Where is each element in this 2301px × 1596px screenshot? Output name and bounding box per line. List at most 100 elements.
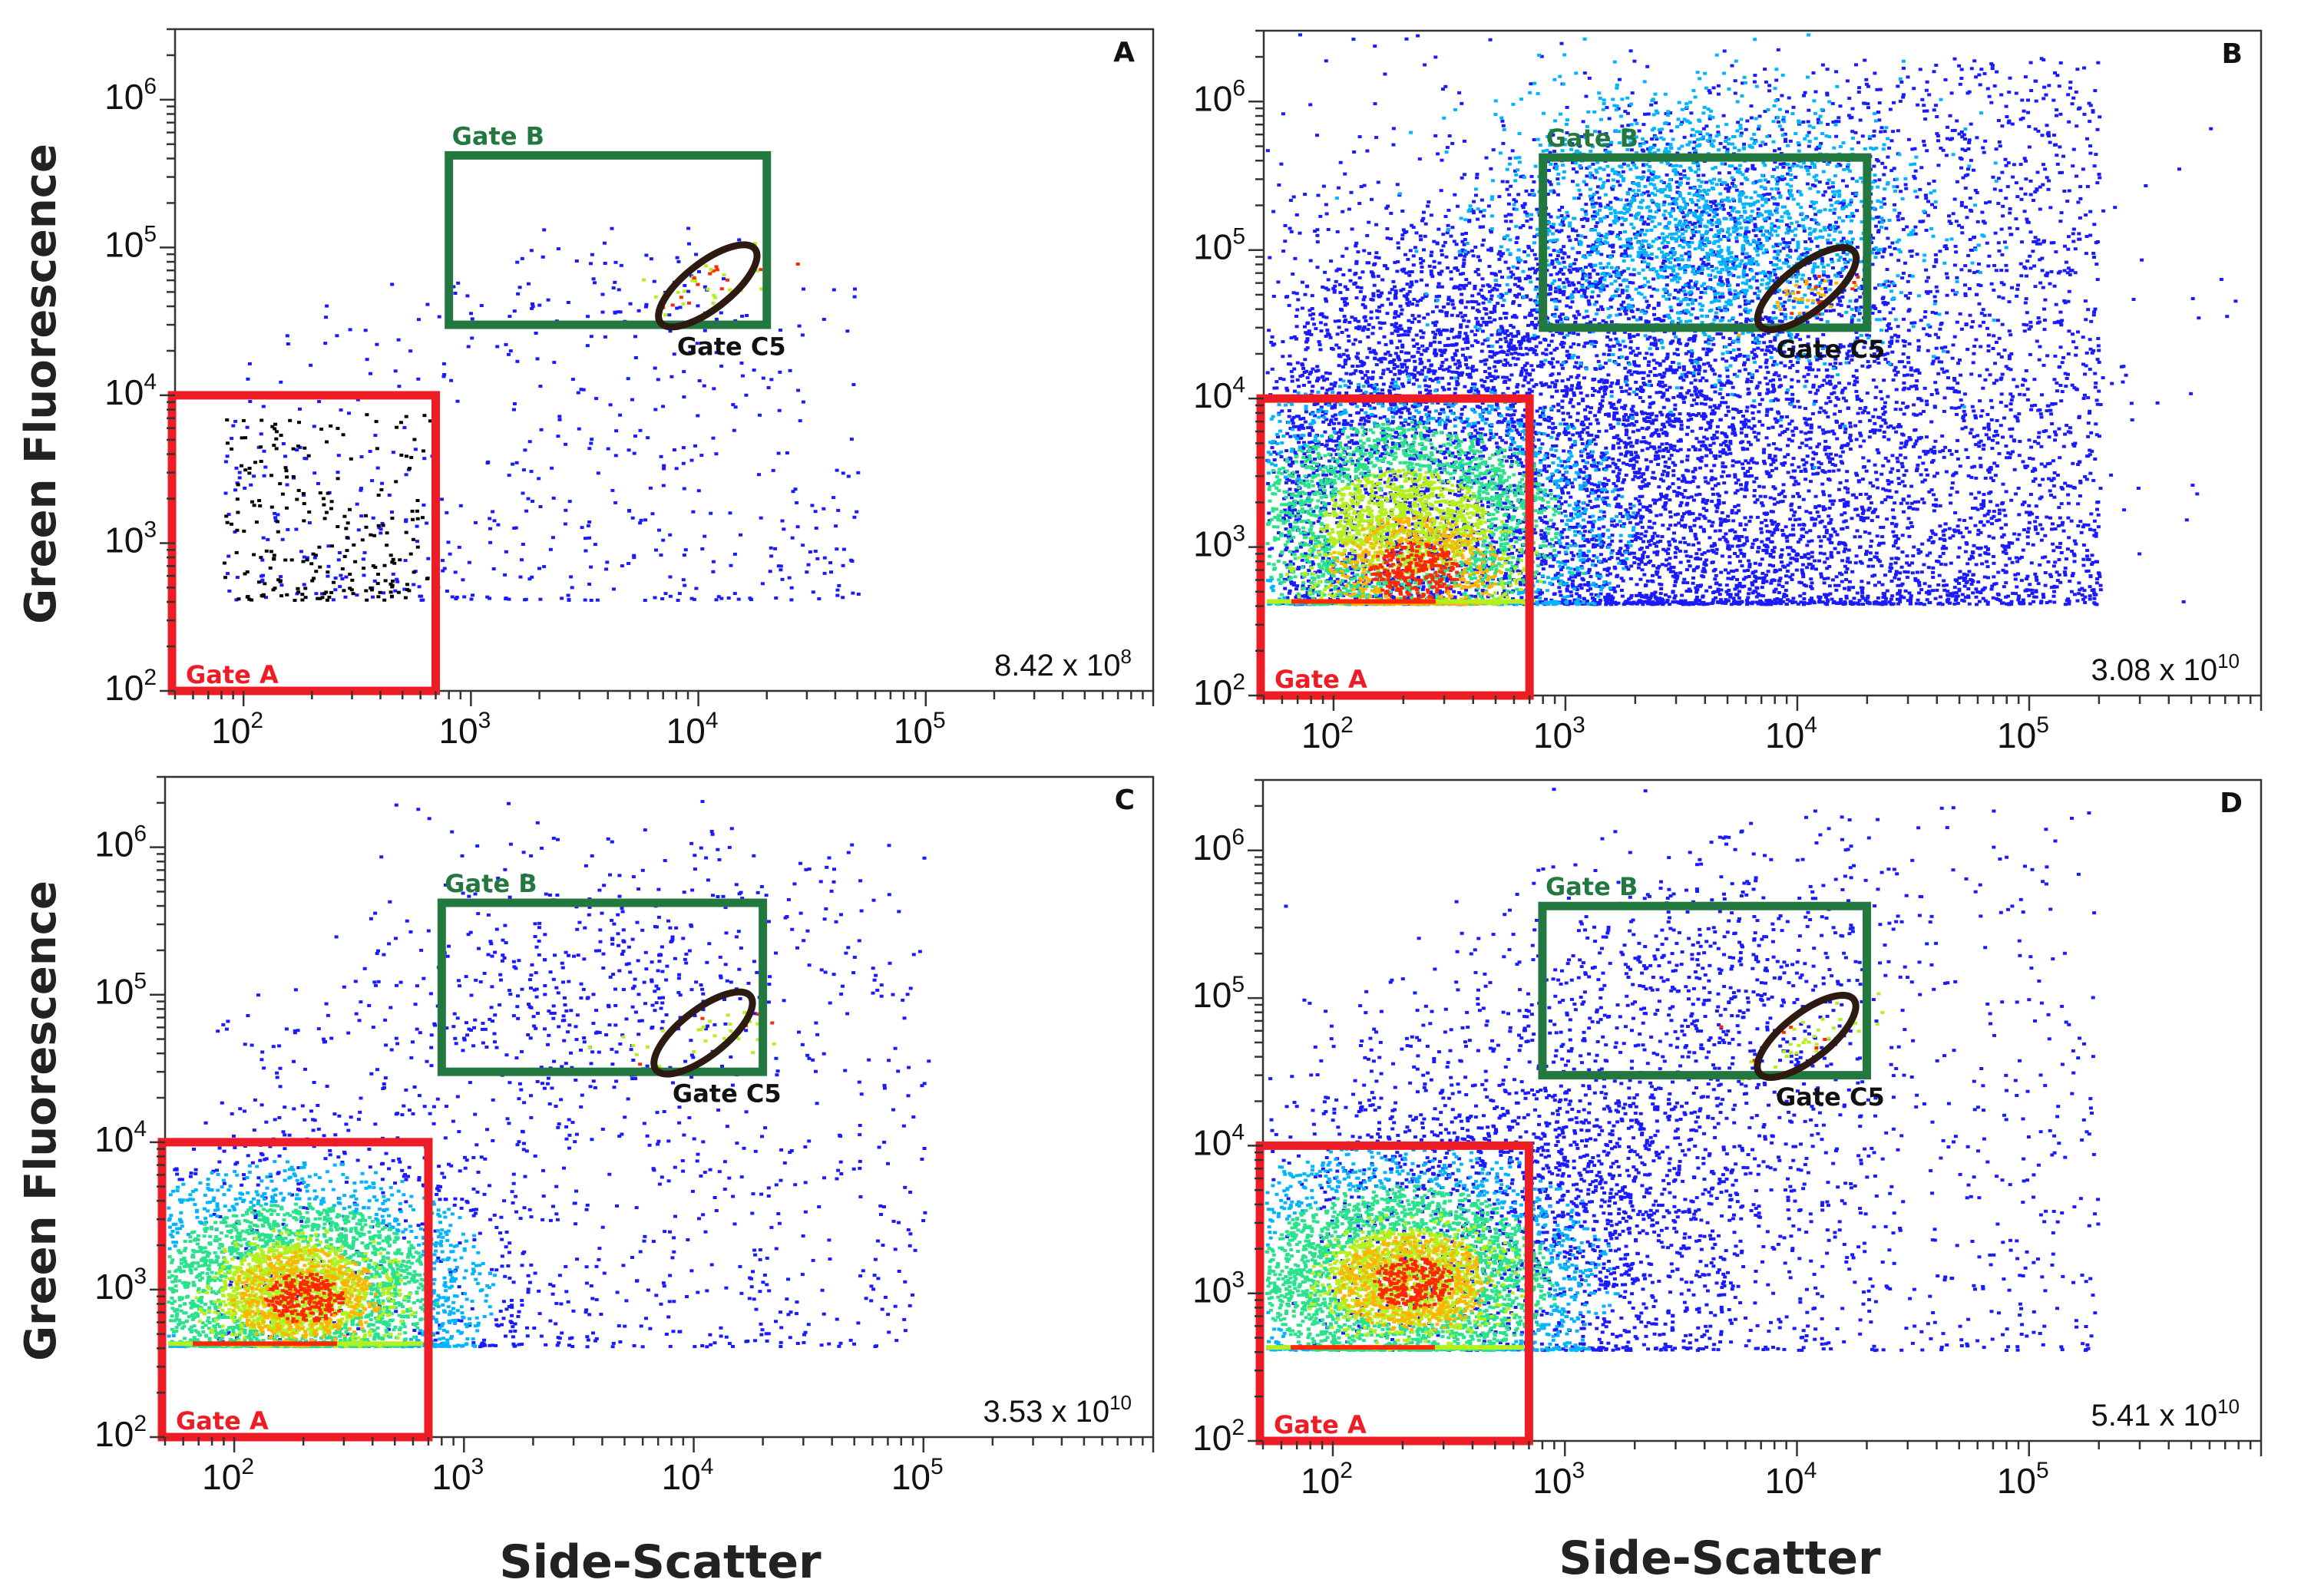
scatter-point	[319, 428, 323, 431]
scatter-point	[613, 501, 617, 504]
scatter-point	[777, 452, 781, 455]
scatter-point	[324, 591, 328, 594]
scatter-point	[605, 560, 609, 563]
scatter-point	[275, 430, 279, 433]
scatter-point	[697, 489, 701, 492]
scatter-point	[1413, 360, 1417, 363]
scatter-point	[1304, 421, 1308, 424]
scatter-point	[276, 578, 280, 581]
scatter-point	[375, 343, 379, 346]
scatter-point	[279, 434, 283, 437]
scatter-point	[1719, 332, 1723, 335]
scatter-point	[451, 596, 455, 599]
scatter-point	[716, 268, 719, 271]
scatter-point	[1535, 345, 1539, 348]
scatter-point	[620, 264, 623, 267]
scatter-point	[1683, 136, 1687, 139]
scatter-point	[851, 592, 855, 595]
scatter-point	[272, 444, 276, 447]
scatter-point	[698, 379, 702, 382]
scatter-point	[1334, 440, 1338, 443]
scatter-point	[1999, 401, 2003, 404]
scatter-point	[236, 576, 240, 579]
scatter-point	[372, 534, 376, 537]
scatter-point	[1674, 580, 1678, 583]
scatter-point	[390, 585, 394, 588]
scatter-point	[1938, 574, 1942, 577]
scatter-point	[614, 454, 618, 457]
scatter-point	[1783, 365, 1787, 368]
scatter-point	[660, 455, 663, 458]
scatter-point	[541, 256, 545, 259]
scatter-point	[1899, 441, 1903, 444]
scatter-point	[1942, 552, 1946, 555]
scatter-point	[1979, 415, 1983, 418]
scatter-point	[1963, 413, 1967, 416]
scatter-point	[568, 500, 572, 503]
scatter-point	[238, 471, 242, 474]
scatter-point	[722, 277, 726, 280]
scatter-point	[612, 286, 616, 289]
scatter-point	[1969, 372, 1973, 375]
scatter-point	[594, 397, 598, 400]
scatter-point	[617, 288, 621, 291]
scatter-point	[1932, 180, 1936, 183]
scatter-point	[337, 454, 341, 457]
scatter-point	[522, 468, 526, 471]
scatter-point	[296, 590, 300, 593]
scatter-point	[779, 564, 783, 567]
scatter-point	[815, 557, 819, 560]
scatter-point	[1648, 286, 1651, 289]
scatter-point	[285, 507, 289, 510]
scatter-point	[314, 553, 318, 557]
scatter-point	[1323, 431, 1327, 434]
scatter-point	[1873, 408, 1877, 411]
scatter-point	[240, 464, 243, 468]
scatter-point	[334, 577, 338, 580]
scatter-point	[1511, 149, 1515, 152]
scatter-point	[1755, 596, 1759, 599]
scatter-point	[2078, 197, 2082, 200]
scatter-point	[1902, 228, 1906, 231]
scatter-point	[733, 553, 737, 556]
scatter-point	[1421, 588, 1425, 591]
scatter-point	[319, 491, 322, 494]
scatter-point	[249, 484, 253, 487]
scatter-point	[1727, 171, 1731, 174]
scatter-point	[539, 505, 543, 508]
scatter-point	[364, 590, 368, 593]
scatter-point	[2067, 502, 2071, 505]
scatter-point	[1682, 496, 1686, 499]
scatter-point	[842, 548, 846, 551]
scatter-point	[1303, 325, 1307, 329]
scatter-point	[1822, 273, 1826, 276]
scatter-point	[1392, 388, 1396, 391]
scatter-point	[236, 511, 240, 514]
scatter-point	[296, 587, 299, 590]
scatter-point	[1660, 428, 1664, 431]
scatter-point	[1714, 530, 1717, 533]
scatter-point	[297, 421, 301, 424]
scatter-point	[1890, 580, 1894, 583]
scatter-point	[557, 415, 561, 418]
scatter-point	[682, 462, 686, 465]
scatter-point	[303, 502, 306, 505]
scatter-point	[390, 283, 394, 286]
scatter-point	[316, 482, 320, 485]
scatter-point	[795, 501, 798, 504]
scatter-point	[745, 314, 749, 317]
scatter-point	[418, 595, 422, 598]
scatter-point	[370, 588, 374, 591]
scatter-point	[580, 526, 584, 529]
scatter-point	[488, 597, 491, 600]
scatter-point	[823, 557, 827, 560]
scatter-point	[279, 583, 283, 587]
scatter-point	[2089, 574, 2093, 577]
scatter-point	[263, 474, 266, 477]
scatter-point	[542, 228, 546, 231]
scatter-point	[1671, 469, 1675, 472]
scatter-point	[575, 259, 579, 263]
scatter-point	[390, 511, 394, 514]
scatter-point	[459, 504, 463, 507]
scatter-point	[273, 516, 277, 519]
